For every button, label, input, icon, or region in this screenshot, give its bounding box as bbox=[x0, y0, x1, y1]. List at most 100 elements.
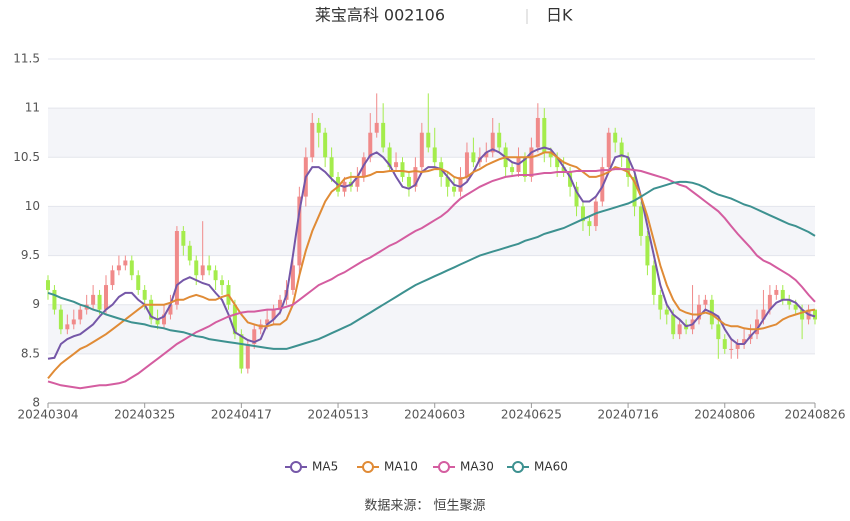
candle-body bbox=[387, 147, 392, 168]
candle-body bbox=[400, 162, 405, 177]
chart-subtitle: 日K bbox=[546, 6, 573, 25]
candle-body bbox=[155, 319, 160, 325]
candle-body bbox=[200, 265, 205, 276]
candle-body bbox=[97, 294, 102, 310]
candle-body bbox=[510, 167, 515, 173]
candle-body bbox=[484, 152, 489, 158]
candle-body bbox=[813, 309, 817, 320]
candle-body bbox=[677, 324, 682, 335]
candle-body bbox=[394, 162, 399, 168]
candle-body bbox=[497, 132, 502, 148]
candle-body bbox=[645, 235, 650, 266]
candle-body bbox=[767, 294, 772, 310]
candle-body bbox=[310, 122, 315, 158]
candle-body bbox=[490, 132, 495, 153]
candle-body bbox=[278, 299, 283, 310]
candle-body bbox=[65, 324, 70, 330]
candle-body bbox=[555, 157, 560, 168]
candle-body bbox=[110, 270, 115, 286]
candle-body bbox=[316, 122, 321, 133]
candle-body bbox=[374, 122, 379, 133]
candle-body bbox=[413, 167, 418, 187]
x-tick-label: 20240417 bbox=[211, 408, 272, 422]
candle-body bbox=[742, 339, 747, 345]
candle-body bbox=[232, 304, 237, 335]
ma-line bbox=[47, 180, 816, 350]
candle-body bbox=[703, 299, 708, 305]
candle-body bbox=[355, 176, 360, 187]
candle-body bbox=[568, 172, 573, 187]
candle-body bbox=[458, 176, 463, 192]
candle-body bbox=[123, 260, 128, 266]
candle-body bbox=[471, 152, 476, 163]
candle-body bbox=[78, 309, 83, 320]
legend-marker bbox=[438, 461, 450, 473]
candle-body bbox=[368, 132, 373, 158]
candle-body bbox=[174, 231, 179, 305]
ma-line bbox=[47, 146, 816, 360]
candle-body bbox=[290, 265, 295, 290]
y-tick-label: 11.5 bbox=[13, 52, 40, 66]
x-tick-label: 20240325 bbox=[114, 408, 175, 422]
candle-body bbox=[606, 132, 611, 168]
candle-body bbox=[664, 309, 669, 315]
candle-body bbox=[329, 157, 334, 177]
candle-body bbox=[181, 231, 186, 246]
x-tick-label: 20240603 bbox=[404, 408, 465, 422]
candle-body bbox=[761, 309, 766, 320]
candle-body bbox=[46, 280, 50, 290]
candle-body bbox=[522, 157, 527, 177]
candle-body bbox=[323, 132, 328, 158]
legend-marker bbox=[290, 461, 302, 473]
candle-body bbox=[780, 289, 785, 300]
y-tick-label: 10 bbox=[25, 199, 40, 213]
candle-body bbox=[574, 186, 579, 207]
candle-body bbox=[419, 132, 424, 168]
x-tick-label: 20240826 bbox=[784, 408, 845, 422]
candle-body bbox=[162, 314, 167, 325]
candle-body bbox=[619, 142, 624, 158]
x-tick-label: 20240806 bbox=[694, 408, 755, 422]
candle-body bbox=[464, 152, 469, 177]
candle-body bbox=[729, 348, 734, 350]
x-tick-label: 20240625 bbox=[501, 408, 562, 422]
candle-body bbox=[91, 294, 96, 305]
candle-body bbox=[252, 329, 257, 345]
candle-body bbox=[774, 289, 779, 295]
candle-body bbox=[535, 117, 540, 148]
candle-body bbox=[207, 265, 212, 271]
candle-body bbox=[445, 176, 450, 187]
candle-body bbox=[793, 304, 798, 310]
legend-marker bbox=[362, 461, 374, 473]
candle-body bbox=[432, 147, 437, 163]
candle-body bbox=[542, 117, 547, 153]
candle-body bbox=[71, 319, 76, 325]
ma-line bbox=[47, 151, 816, 380]
candle-body bbox=[381, 122, 386, 148]
candle-body bbox=[245, 344, 250, 369]
legend-label: MA5 bbox=[312, 460, 338, 474]
candle-body bbox=[52, 289, 57, 310]
grid-band bbox=[48, 108, 815, 158]
ma-line bbox=[47, 168, 816, 390]
candle-body bbox=[638, 206, 643, 236]
candle-body bbox=[651, 265, 656, 295]
candle-body bbox=[136, 275, 141, 290]
candle-body bbox=[613, 132, 618, 143]
y-tick-label: 10.5 bbox=[13, 150, 40, 164]
candle-body bbox=[213, 270, 218, 281]
candle-body bbox=[265, 319, 270, 325]
candle-body bbox=[149, 299, 154, 320]
legend-label: MA60 bbox=[534, 460, 568, 474]
candle-body bbox=[142, 289, 147, 300]
legend-label: MA10 bbox=[384, 460, 418, 474]
candle-body bbox=[632, 176, 637, 207]
legend-item: MA60 bbox=[507, 460, 568, 474]
candle-body bbox=[696, 304, 701, 320]
candle-body bbox=[271, 309, 276, 320]
candle-body bbox=[580, 206, 585, 222]
candle-body bbox=[239, 334, 244, 369]
legend-item: MA30 bbox=[433, 460, 494, 474]
